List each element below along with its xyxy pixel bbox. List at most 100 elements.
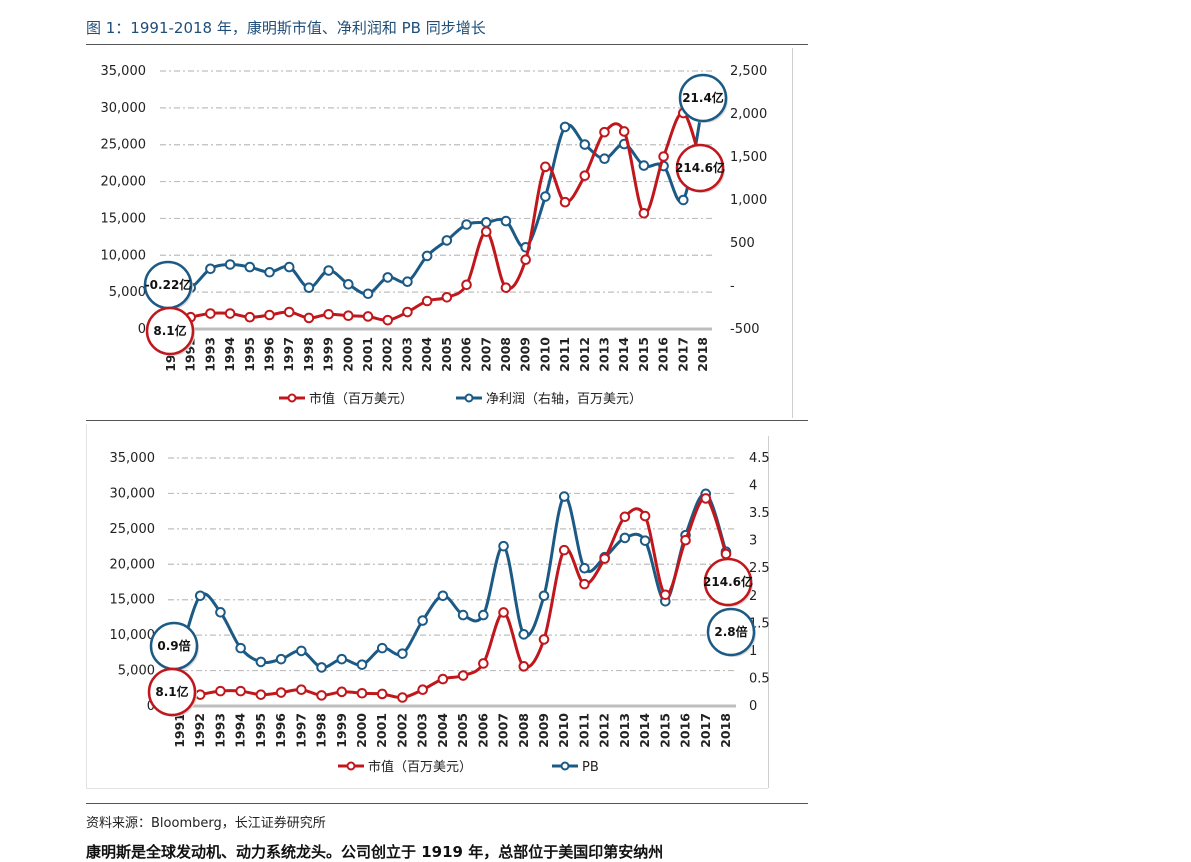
data-point: [720, 548, 732, 560]
legend-entry: 市值（百万美元）: [309, 391, 413, 407]
x-tick-label: 1991: [172, 713, 187, 748]
data-point: [619, 532, 631, 544]
annotation-bubble: [703, 557, 753, 607]
data-point: [599, 126, 610, 138]
y-right-tick-label: 1: [749, 644, 757, 659]
x-tick-label: 1996: [273, 713, 288, 748]
y-left-tick-label: 0: [147, 699, 155, 714]
x-tick-label: 2016: [656, 337, 671, 372]
x-tick-label: 1995: [242, 337, 257, 372]
data-point: [336, 686, 348, 698]
data-point: [437, 673, 449, 685]
data-point: [579, 170, 591, 181]
x-tick-label: 2005: [439, 337, 454, 372]
annotation-label: 214.6亿: [675, 160, 725, 175]
data-point: [283, 261, 295, 273]
data-point: [680, 534, 691, 546]
x-tick-label: 2003: [399, 337, 414, 372]
x-tick-label: 2018: [695, 337, 710, 372]
data-point: [296, 684, 307, 696]
data-point: [540, 191, 551, 202]
data-point: [296, 645, 307, 657]
annotation-label: 0.9倍: [157, 638, 190, 653]
y-right-tick-label: 3: [749, 534, 757, 549]
legend-swatch-marker: [464, 393, 474, 403]
y-right-tick-label: 2,500: [730, 64, 767, 79]
data-point: [323, 308, 334, 320]
data-point: [619, 511, 631, 523]
data-point: [500, 282, 512, 294]
data-point: [518, 629, 530, 640]
data-point: [538, 590, 550, 602]
middle-rule: [86, 420, 808, 421]
x-tick-label: 2008: [498, 337, 513, 372]
data-point: [579, 139, 591, 150]
data-point: [498, 540, 509, 552]
x-tick-label: 2000: [340, 337, 355, 372]
y-left-tick-label: 0: [138, 322, 146, 337]
y-right-tick-label: 3.5: [749, 506, 770, 521]
data-point: [660, 589, 671, 601]
data-point: [599, 153, 610, 165]
data-point: [235, 685, 246, 697]
data-point: [235, 642, 246, 654]
data-point: [264, 266, 275, 278]
data-point: [417, 615, 428, 626]
x-tick-label: 2002: [380, 337, 395, 372]
x-tick-label: 2018: [718, 713, 733, 748]
title-rule: [86, 44, 808, 45]
data-point: [559, 121, 571, 133]
x-tick-label: 2013: [617, 713, 632, 748]
x-tick-label: 2006: [459, 337, 474, 372]
data-point: [205, 263, 216, 275]
data-point: [457, 609, 469, 621]
annotation-label: 214.6亿: [703, 574, 753, 589]
data-point: [639, 535, 651, 546]
data-point: [441, 292, 453, 303]
x-tick-label: 2010: [537, 337, 552, 372]
y-left-tick-label: 5,000: [118, 664, 155, 679]
data-point: [421, 295, 433, 307]
x-tick-label: 2014: [616, 337, 631, 372]
chart-market-cap-pb: 0 5,000 10,000 15,000 20,000 25,000 30,000 35,0…: [110, 451, 770, 775]
data-point: [618, 126, 630, 137]
data-point: [244, 311, 256, 323]
y-right-tick-label: 500: [730, 236, 755, 251]
data-point: [255, 656, 267, 668]
x-tick-label: 2015: [657, 713, 672, 748]
chart1-frame-line: [792, 48, 793, 418]
x-tick-label: 2004: [435, 713, 450, 748]
x-tick-label: 2000: [354, 713, 369, 748]
y-right-tick-label: 2,000: [730, 107, 767, 122]
x-tick-label: 1998: [314, 713, 329, 748]
y-left-tick-label: 30,000: [101, 101, 147, 116]
data-point: [538, 634, 550, 645]
x-tick-label: 2012: [577, 337, 592, 372]
x-tick-label: 2006: [475, 713, 490, 748]
data-point: [638, 160, 650, 171]
x-tick-label: 1996: [262, 337, 277, 372]
data-point: [194, 590, 206, 602]
annotation-bubble: [145, 306, 195, 356]
data-point: [461, 279, 472, 291]
legend-entry: PB: [582, 760, 599, 775]
x-tick-label: 2003: [415, 713, 430, 748]
annotation-bubble: [678, 73, 728, 123]
y-left-tick-label: 5,000: [109, 285, 146, 300]
y-left-tick-label: 20,000: [101, 175, 147, 190]
data-point: [316, 662, 327, 673]
x-tick-label: 2017: [698, 713, 713, 748]
x-tick-label: 1997: [293, 713, 308, 748]
source-note: 资料来源：Bloomberg，长江证券研究所: [86, 816, 326, 831]
data-point: [480, 226, 492, 237]
y-left-tick-label: 20,000: [110, 557, 156, 572]
data-point: [356, 687, 368, 699]
data-point: [461, 219, 472, 230]
x-tick-label: 2005: [455, 713, 470, 748]
data-point: [343, 278, 354, 290]
x-tick-label: 2007: [478, 337, 493, 372]
data-point: [478, 609, 489, 621]
data-point: [658, 151, 669, 162]
data-point: [558, 491, 570, 502]
legend-swatch-marker: [560, 761, 570, 771]
